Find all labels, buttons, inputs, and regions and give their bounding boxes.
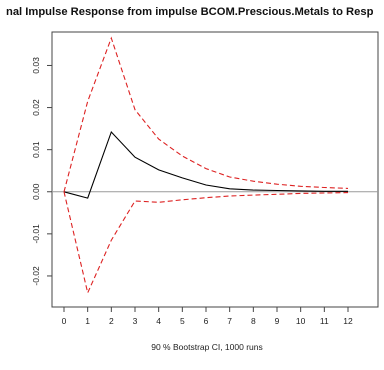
chart-title: nal Impulse Response from impulse BCOM.P… — [6, 6, 374, 18]
ci-lower-line — [63, 191, 349, 295]
y-tick-label: -0.01 — [31, 224, 41, 244]
y-tick-label: 0.02 — [31, 99, 41, 116]
series-layer — [52, 36, 378, 295]
ci-upper-line — [63, 36, 349, 192]
x-tick-label: 2 — [109, 316, 114, 326]
y-tick-label: 0.03 — [31, 57, 41, 74]
x-tick-label: 6 — [204, 316, 209, 326]
x-tick-label: 3 — [133, 316, 138, 326]
x-tick-label: 12 — [343, 316, 353, 326]
y-tick-label: 0.01 — [31, 141, 41, 158]
x-tick-label: 1 — [85, 316, 90, 326]
plot-frame — [51, 31, 379, 308]
x-tick-label: 11 — [320, 316, 329, 326]
x-tick-label: 8 — [251, 316, 256, 326]
x-tick-label: 7 — [227, 316, 232, 326]
y-tick-label: 0.00 — [31, 183, 41, 200]
x-tick-label: 5 — [180, 316, 185, 326]
x-tick-label: 0 — [62, 316, 67, 326]
x-axis: 0 1 2 3 4 5 6 7 8 9 10 11 12 — [62, 307, 353, 326]
x-tick-label: 4 — [156, 316, 161, 326]
y-axis: -0.02 -0.01 0.00 0.01 0.02 0.03 — [31, 57, 52, 286]
irf-line — [63, 130, 348, 199]
x-axis-label: 90 % Bootstrap CI, 1000 runs — [151, 342, 263, 352]
x-tick-label: 10 — [296, 316, 306, 326]
y-tick-label: -0.02 — [31, 266, 41, 286]
x-tick-label: 9 — [275, 316, 280, 326]
